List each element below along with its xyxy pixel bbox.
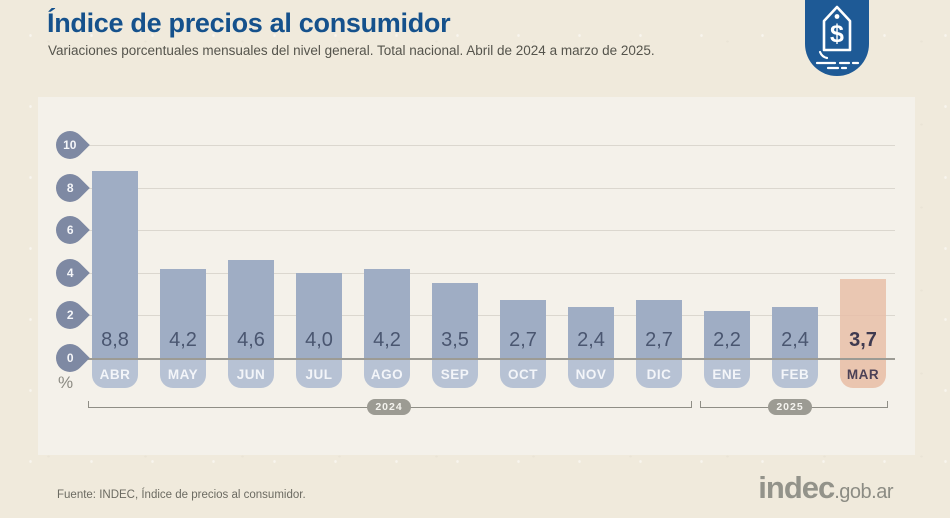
y-axis-tick-label: 4 <box>66 265 74 280</box>
y-axis-unit-label: % <box>58 373 74 392</box>
indec-logo-domain: .gob.ar <box>834 481 893 503</box>
plot-area: 10 8 6 4 2 0 ABR 8,8 MAY 4,2 JUN 4,6 JUL 4,0 AGO 4,2 SEP… <box>38 97 915 455</box>
indec-logo-wordmark: indec <box>758 470 835 505</box>
month-label-ene: ENE <box>704 360 750 388</box>
value-label-ene: 2,2 <box>713 329 741 351</box>
gridline-10 <box>88 145 895 146</box>
value-label-mar: 3,7 <box>849 329 877 351</box>
value-label-nov: 2,4 <box>577 329 605 351</box>
year-pill-2025: 2025 <box>768 399 812 415</box>
value-label-jul: 4,0 <box>305 329 333 351</box>
bar-feb <box>772 307 818 358</box>
value-label-feb: 2,4 <box>781 329 809 351</box>
bar-oct <box>500 300 546 358</box>
month-label-sep: SEP <box>432 360 478 388</box>
month-label-ago: AGO <box>364 360 410 388</box>
value-label-may: 4,2 <box>169 329 197 351</box>
gridline-4 <box>88 272 895 274</box>
y-axis-tick-label: 2 <box>66 308 74 323</box>
page-subtitle: Variaciones porcentuales mensuales del n… <box>48 43 655 58</box>
month-label-abr: ABR <box>92 360 138 388</box>
y-axis-pin-6: 6 <box>50 210 90 250</box>
svg-text:$: $ <box>830 20 844 48</box>
gridline-6 <box>88 230 895 232</box>
gridline-8 <box>88 187 895 189</box>
y-axis-pin-8: 8 <box>50 167 90 208</box>
bar-ene <box>704 311 750 358</box>
source-note: Fuente: INDEC, Índice de precios al cons… <box>57 489 306 501</box>
bar-jun <box>228 260 274 358</box>
month-label-nov: NOV <box>568 360 614 388</box>
value-label-ago: 4,2 <box>373 329 401 351</box>
month-label-dic: DIC <box>636 360 682 388</box>
bar-jul <box>296 273 342 358</box>
bar-mar <box>840 279 886 358</box>
bar-may <box>160 269 206 358</box>
month-label-mar: MAR <box>840 360 886 388</box>
y-axis-tick-label: 8 <box>66 180 74 195</box>
month-label-jun: JUN <box>228 360 274 388</box>
month-label-jul: JUL <box>296 360 342 388</box>
value-label-dic: 2,7 <box>645 329 673 351</box>
y-axis-pin-4: 4 <box>50 252 90 293</box>
y-axis-tick-label: 6 <box>66 223 74 238</box>
bar-nov <box>568 307 614 358</box>
year-pill-2024: 2024 <box>367 399 411 415</box>
value-label-jun: 4,6 <box>237 329 265 351</box>
month-label-feb: FEB <box>772 360 818 388</box>
y-axis-tick-label: 10 <box>63 137 77 152</box>
value-label-abr: 8,8 <box>101 329 129 351</box>
bar-sep <box>432 283 478 358</box>
month-label-oct: OCT <box>500 360 546 388</box>
bar-dic <box>636 300 682 358</box>
value-label-sep: 3,5 <box>441 329 469 351</box>
page-title: Índice de precios al consumidor <box>47 8 451 38</box>
indec-logo: indec .gob.ar <box>758 470 893 506</box>
gridline-2 <box>88 315 895 317</box>
bar-abr <box>92 171 138 358</box>
month-label-may: MAY <box>160 360 206 388</box>
bar-ago <box>364 269 410 358</box>
chart-panel: 10 8 6 4 2 0 ABR 8,8 MAY 4,2 JUN 4,6 JUL 4,0 AGO 4,2 SEP… <box>38 97 915 455</box>
y-axis-pin-10: 10 <box>50 125 90 165</box>
y-axis-tick-label: 0 <box>66 351 74 365</box>
price-tag-dollar-icon: $ <box>805 0 869 76</box>
zero-axis-line <box>88 358 895 360</box>
value-label-oct: 2,7 <box>509 329 537 351</box>
